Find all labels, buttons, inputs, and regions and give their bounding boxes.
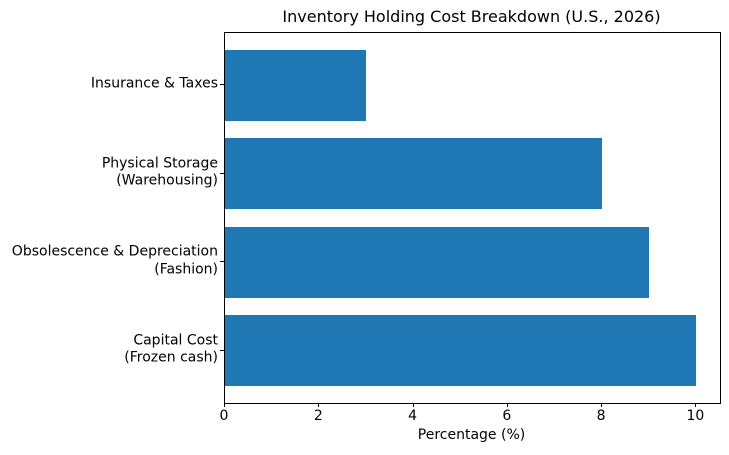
- x-tick-label: 8: [596, 408, 606, 424]
- y-tick: [220, 349, 225, 351]
- x-tick-label: 4: [408, 408, 418, 424]
- x-tick: [601, 403, 603, 407]
- chart-title: Inventory Holding Cost Breakdown (U.S., …: [282, 7, 661, 26]
- x-tick-label: 6: [502, 408, 512, 424]
- y-tick: [220, 261, 225, 263]
- x-tick-label: 2: [313, 408, 323, 424]
- bar: [225, 226, 650, 298]
- y-tick-label: Capital Cost (Frozen cash): [124, 332, 218, 366]
- x-tick: [695, 403, 697, 407]
- x-tick-label: 0: [219, 408, 229, 424]
- y-tick-label: Physical Storage (Warehousing): [101, 155, 218, 189]
- x-tick: [318, 403, 320, 407]
- plot-area: [224, 32, 721, 404]
- x-tick-label: 10: [686, 408, 705, 424]
- x-tick: [412, 403, 414, 407]
- y-tick: [220, 172, 225, 174]
- x-axis-title: Percentage (%): [417, 427, 526, 443]
- y-tick: [220, 84, 225, 86]
- bar: [225, 49, 367, 121]
- bar: [225, 315, 697, 387]
- x-tick: [224, 403, 225, 407]
- y-tick-label: Insurance & Taxes: [90, 75, 218, 92]
- y-tick-label: Obsolescence & Depreciation (Fashion): [11, 243, 218, 278]
- x-tick: [506, 403, 508, 407]
- bar: [225, 138, 603, 210]
